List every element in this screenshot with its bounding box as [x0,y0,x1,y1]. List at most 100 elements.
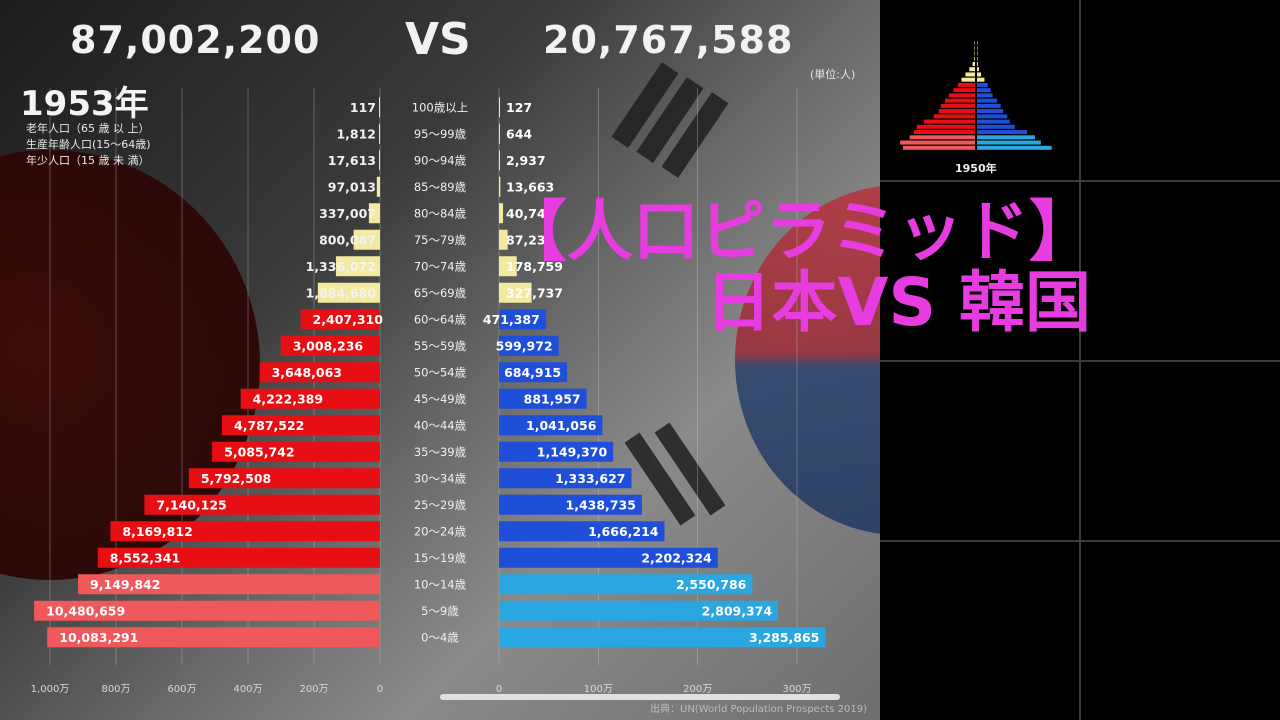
bar-korea [499,97,500,118]
home-indicator[interactable] [440,694,840,700]
age-category-label: 25〜29歳 [414,498,467,512]
mini-bar-japan [948,93,975,98]
axis-ticks: 1,000万 800万 600万 400万 200万 0 0 100万 200万 300万 [31,684,812,695]
korea-value-label: 13,663 [506,179,554,194]
age-category-label: 0〜4歳 [421,630,459,644]
thumbnail-panel [880,0,1280,720]
japan-value-label: 10,083,291 [59,630,138,645]
x-tick-label-right: 100万 [584,684,613,695]
overlay-title-line1: 【人口ピラミッド】 [501,193,1095,270]
bar-korea [499,494,642,515]
mini-bar-japan [965,72,975,77]
mini-bar-korea [977,109,1004,114]
mini-bar-japan [902,145,975,150]
bar-korea [499,282,532,303]
japan-value-label: 800,087 [319,232,376,247]
bar-japan [379,150,380,171]
bar-korea [499,335,559,356]
korea-value-label: 2,202,324 [641,550,712,565]
japan-value-label: 10,480,659 [46,603,125,618]
mini-bar-korea [977,72,982,77]
mini-bar-japan [961,77,975,82]
x-tick-label-left: 800万 [101,684,130,695]
japan-value-label: 5,085,742 [224,444,294,459]
korea-value-label: 40,740 [506,206,555,221]
bar-korea [499,123,500,144]
bar-korea [499,256,517,277]
japan-value-label: 5,792,508 [201,471,271,486]
age-category-label: 15〜19歳 [414,551,467,565]
age-category-label: 20〜24歳 [414,524,467,538]
mini-bar-korea [977,145,1052,150]
japan-value-label: 97,013 [328,179,376,194]
bar-korea [499,176,501,197]
japan-value-label: 1,812 [336,126,376,141]
mini-bar-japan [900,140,975,145]
korea-value-label: 599,972 [496,338,553,353]
mini-bar-japan [972,61,975,66]
year-label: 1953年 [20,84,149,124]
mini-bar-japan [944,98,975,103]
bar-korea [499,468,632,489]
legend-elderly: 老年人口（65 歳 以 上） [26,122,150,135]
overlay-title-line2: 日本VS 韓国 [705,264,1091,342]
age-category-label: 45〜49歳 [414,392,467,406]
age-category-label: 100歳以上 [412,100,468,114]
age-category-label: 35〜39歳 [414,445,467,459]
legend-working: 生産年齢人口(15〜64歳) [26,138,151,151]
mini-bar-korea [977,140,1041,145]
mini-bar-japan [953,88,975,93]
mini-bar-korea [977,61,978,66]
mini-bar-korea [977,67,979,72]
mini-bar-korea [977,124,1015,129]
bar-japan [376,176,380,197]
korea-value-label: 1,041,056 [526,418,597,433]
age-category-label: 55〜59歳 [414,339,467,353]
japan-value-label: 3,008,236 [293,338,364,353]
age-category-label: 75〜79歳 [414,233,467,247]
bar-japan [300,309,380,330]
age-category-label: 80〜84歳 [414,206,467,220]
korea-value-label: 1,666,214 [588,524,659,539]
thumbnail-divider [880,360,1280,362]
age-category-label: 60〜64歳 [414,312,467,326]
age-category-label: 40〜44歳 [414,418,467,432]
mini-bar-japan [923,119,975,124]
mini-bar-japan [938,109,975,114]
overlay-title: 【人口ピラミッド】 日本VS 韓国 [440,196,1095,339]
korea-value-label: 327,737 [506,285,563,300]
bar-korea [499,547,718,568]
mini-bar-japan [940,103,975,108]
mini-bar-korea [977,41,978,46]
korea-value-label: 178,759 [506,259,563,274]
bar-japan [379,97,380,118]
mini-bar-korea [977,88,991,93]
mini-pyramid [900,41,1052,150]
bar-korea [499,229,508,250]
mini-bar-japan [913,130,975,135]
mini-bar-korea [977,119,1010,124]
mini-bar-japan [974,46,975,51]
bar-japan [97,547,381,568]
bar-japan [188,468,380,489]
age-category-label: 70〜74歳 [414,259,467,273]
mini-bar-korea [977,46,978,51]
bar-japan [353,229,380,250]
x-tick-label-right: 0 [496,684,502,695]
thumbnail-divider [880,540,1280,542]
korea-value-label: 2,550,786 [676,577,747,592]
unit-label: (単位:人) [810,68,856,81]
bar-korea [499,415,603,436]
bar-japan [212,441,380,462]
bar-japan [368,203,380,224]
korea-value-label: 2,809,374 [702,603,773,618]
bar-japan [379,123,380,144]
korea-value-label: 1,333,627 [555,471,625,486]
age-category-label: 90〜94歳 [414,153,467,167]
japan-value-label: 8,552,341 [110,550,180,565]
japan-value-label: 8,169,812 [122,524,192,539]
x-tick-label-right: 200万 [683,684,712,695]
bar-japan [335,256,380,277]
x-tick-label-right: 300万 [782,684,811,695]
mini-bar-korea [977,77,985,82]
